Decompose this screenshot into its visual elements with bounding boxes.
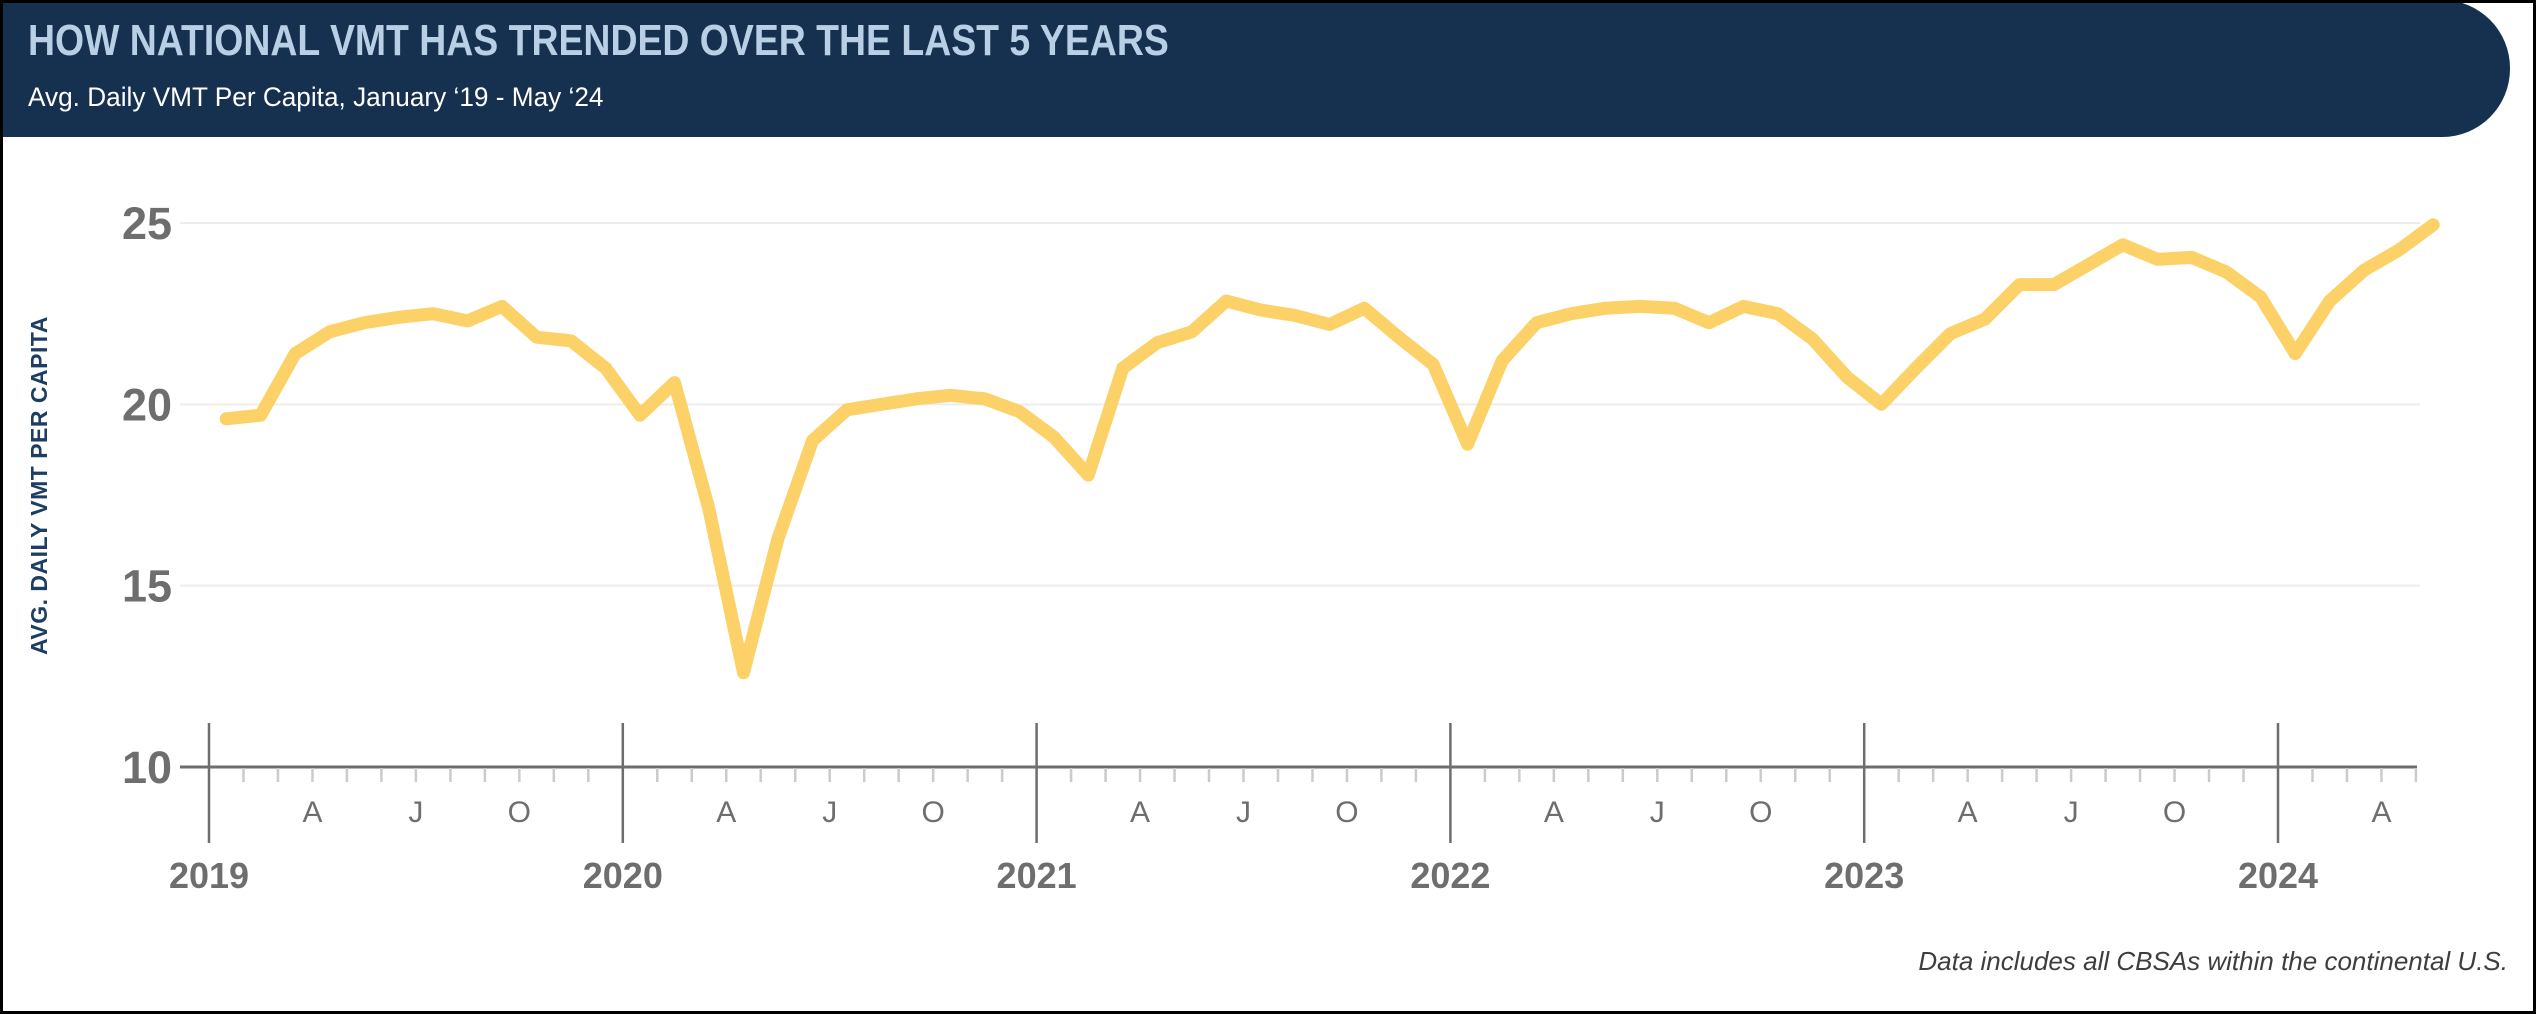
vmt-line-series (219, 218, 2440, 680)
month-label: O (1335, 796, 1358, 829)
month-label: A (716, 796, 736, 829)
year-label: 2020 (583, 855, 663, 896)
footnote: Data includes all CBSAs within the conti… (1918, 946, 2508, 976)
chart-subtitle: Avg. Daily VMT Per Capita, January ‘19 -… (28, 82, 604, 112)
month-label: O (2163, 796, 2186, 829)
y-tick-label: 15 (122, 561, 172, 612)
month-label: J (408, 796, 423, 829)
header-banner: HOW NATIONAL VMT HAS TRENDED OVER THE LA… (0, 0, 2510, 137)
month-label: J (1236, 796, 1251, 829)
y-tick-label: 10 (122, 742, 172, 793)
month-label: J (1650, 796, 1665, 829)
month-label: O (508, 796, 531, 829)
month-label: A (302, 796, 322, 829)
y-tick-label: 25 (122, 198, 172, 249)
year-label: 2024 (2238, 855, 2318, 896)
year-label: 2022 (1410, 855, 1490, 896)
chart-title: HOW NATIONAL VMT HAS TRENDED OVER THE LA… (28, 16, 1169, 65)
year-label: 2021 (997, 855, 1077, 896)
month-label: O (921, 796, 944, 829)
month-label: J (822, 796, 837, 829)
year-label: 2023 (1824, 855, 1904, 896)
month-label: A (1130, 796, 1150, 829)
month-label: A (1958, 796, 1978, 829)
month-label: A (2371, 796, 2391, 829)
month-label: O (1749, 796, 1772, 829)
month-label: A (1544, 796, 1564, 829)
month-label: J (2064, 796, 2079, 829)
y-tick-label: 20 (122, 379, 172, 430)
year-label: 2019 (169, 855, 249, 896)
